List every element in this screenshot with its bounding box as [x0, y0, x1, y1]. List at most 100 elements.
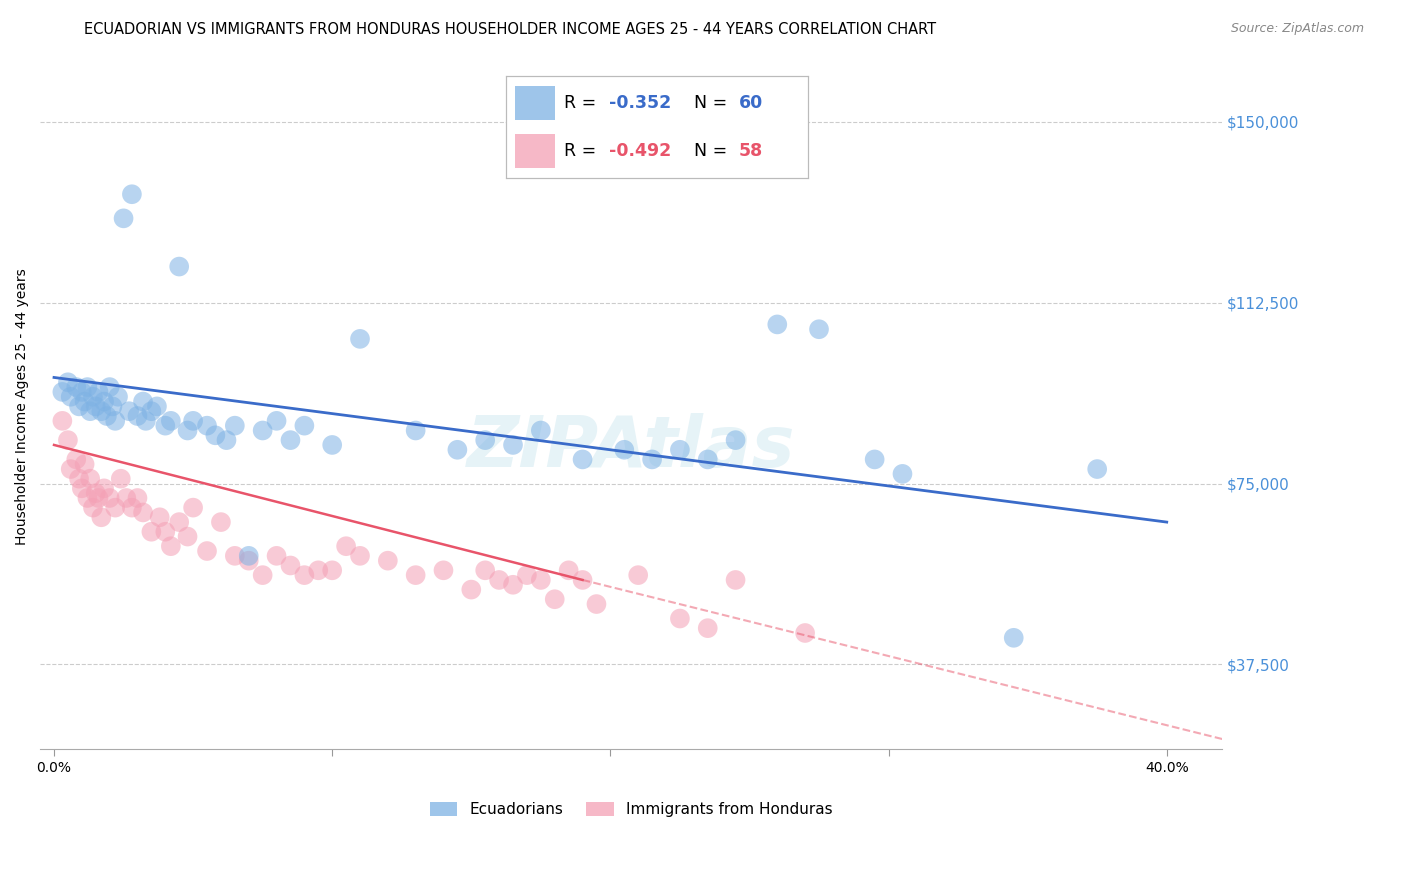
- Point: [70, 384, 93, 399]
- Point: [155, 418, 177, 433]
- Point: [766, 318, 789, 332]
- Point: [432, 563, 454, 577]
- Bar: [515, 87, 554, 120]
- Point: [90, 510, 112, 524]
- Point: [160, 539, 183, 553]
- Point: [252, 568, 274, 582]
- Point: [176, 424, 198, 438]
- Point: [641, 452, 664, 467]
- Point: [195, 418, 218, 433]
- Point: [794, 626, 817, 640]
- Point: [79, 404, 101, 418]
- Point: [724, 573, 747, 587]
- Point: [557, 563, 579, 577]
- Point: [87, 384, 110, 399]
- Point: [530, 424, 553, 438]
- Point: [51, 414, 73, 428]
- Bar: [515, 135, 554, 168]
- Point: [82, 390, 104, 404]
- Point: [127, 491, 149, 505]
- Point: [377, 554, 399, 568]
- Point: [669, 611, 692, 625]
- Point: [474, 433, 496, 447]
- Text: Source: ZipAtlas.com: Source: ZipAtlas.com: [1230, 22, 1364, 36]
- Point: [101, 400, 124, 414]
- Point: [56, 433, 79, 447]
- Point: [149, 510, 172, 524]
- Point: [224, 549, 246, 563]
- Point: [585, 597, 607, 611]
- Point: [160, 414, 183, 428]
- Point: [502, 578, 524, 592]
- Point: [238, 549, 260, 563]
- Point: [266, 549, 288, 563]
- Point: [56, 376, 79, 390]
- Point: [349, 549, 371, 563]
- Point: [209, 515, 232, 529]
- Point: [135, 414, 157, 428]
- Point: [891, 467, 914, 481]
- Point: [238, 554, 260, 568]
- Point: [292, 418, 315, 433]
- Text: 58: 58: [740, 142, 763, 161]
- Point: [502, 438, 524, 452]
- Point: [98, 380, 121, 394]
- Point: [146, 400, 169, 414]
- Point: [321, 438, 343, 452]
- Point: [307, 563, 329, 577]
- Y-axis label: Householder Income Ages 25 - 44 years: Householder Income Ages 25 - 44 years: [15, 268, 30, 545]
- Point: [405, 568, 427, 582]
- Point: [104, 500, 127, 515]
- Point: [127, 409, 149, 423]
- Point: [79, 472, 101, 486]
- Text: 60: 60: [740, 94, 763, 112]
- Point: [613, 442, 636, 457]
- Point: [112, 211, 135, 226]
- Point: [349, 332, 371, 346]
- Point: [141, 524, 163, 539]
- Point: [96, 409, 118, 423]
- Point: [530, 573, 553, 587]
- Point: [627, 568, 650, 582]
- Text: ZIPAtlas: ZIPAtlas: [467, 413, 796, 482]
- Point: [181, 500, 204, 515]
- Point: [215, 433, 238, 447]
- Text: -0.352: -0.352: [609, 94, 671, 112]
- Point: [571, 452, 593, 467]
- Point: [121, 500, 143, 515]
- Point: [93, 481, 115, 495]
- Point: [115, 491, 138, 505]
- Point: [280, 558, 302, 573]
- Legend: Ecuadorians, Immigrants from Honduras: Ecuadorians, Immigrants from Honduras: [423, 796, 839, 823]
- Point: [266, 414, 288, 428]
- Point: [107, 390, 129, 404]
- Point: [195, 544, 218, 558]
- Point: [93, 394, 115, 409]
- Text: R =: R =: [564, 94, 602, 112]
- Point: [59, 390, 82, 404]
- Point: [724, 433, 747, 447]
- Point: [65, 380, 87, 394]
- Point: [87, 491, 110, 505]
- Text: ECUADORIAN VS IMMIGRANTS FROM HONDURAS HOUSEHOLDER INCOME AGES 25 - 44 YEARS COR: ECUADORIAN VS IMMIGRANTS FROM HONDURAS H…: [84, 22, 936, 37]
- Point: [167, 260, 190, 274]
- Point: [84, 400, 107, 414]
- Point: [335, 539, 357, 553]
- Point: [132, 394, 155, 409]
- Point: [67, 400, 90, 414]
- Point: [132, 505, 155, 519]
- Point: [252, 424, 274, 438]
- Point: [104, 414, 127, 428]
- Point: [73, 457, 96, 471]
- Point: [82, 500, 104, 515]
- Point: [863, 452, 886, 467]
- Point: [488, 573, 510, 587]
- Point: [808, 322, 831, 336]
- Point: [292, 568, 315, 582]
- Point: [84, 486, 107, 500]
- Point: [446, 442, 468, 457]
- Point: [141, 404, 163, 418]
- Point: [67, 472, 90, 486]
- Text: R =: R =: [564, 142, 602, 161]
- Point: [167, 515, 190, 529]
